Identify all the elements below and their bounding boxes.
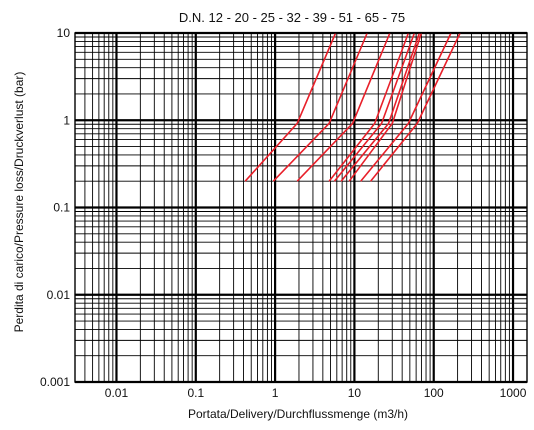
series-line-2 bbox=[272, 32, 368, 182]
x-tick-label: 100 bbox=[424, 386, 444, 400]
series-line-4 bbox=[328, 32, 410, 182]
x-tick-labels: 0.01 0.1 1 10 100 1000 bbox=[105, 386, 527, 400]
y-tick-label: 0.01 bbox=[47, 288, 71, 302]
series-line-1 bbox=[244, 32, 337, 182]
series-line-3 bbox=[296, 32, 391, 182]
x-tick-label: 0.1 bbox=[187, 386, 204, 400]
x-axis-label: Portata/Delivery/Durchflussmenge (m3/h) bbox=[188, 407, 408, 421]
plot-frame bbox=[74, 32, 528, 383]
x-tick-label: 0.01 bbox=[105, 386, 129, 400]
series-line-5 bbox=[333, 32, 416, 182]
series-line-7 bbox=[348, 32, 423, 182]
series-line-8 bbox=[360, 32, 452, 182]
plot-grid bbox=[74, 31, 527, 384]
y-axis-label: Perdita di carico/Pressure loss/Druckver… bbox=[12, 72, 26, 333]
x-tick-label: 1 bbox=[272, 386, 279, 400]
series-layer bbox=[244, 32, 461, 182]
x-tick-label: 1000 bbox=[500, 386, 527, 400]
y-tick-label: 1 bbox=[63, 113, 70, 127]
y-tick-label: 0.1 bbox=[53, 201, 70, 215]
series-line-9 bbox=[369, 32, 461, 182]
chart-title: D.N. 12 - 20 - 25 - 32 - 39 - 51 - 65 - … bbox=[179, 10, 405, 25]
x-tick-label: 10 bbox=[348, 386, 362, 400]
y-tick-label: 0.001 bbox=[40, 375, 70, 389]
y-tick-labels: 0.001 0.01 0.1 1 10 bbox=[40, 26, 70, 389]
series-line-6 bbox=[340, 32, 421, 182]
y-tick-label: 10 bbox=[57, 26, 71, 40]
